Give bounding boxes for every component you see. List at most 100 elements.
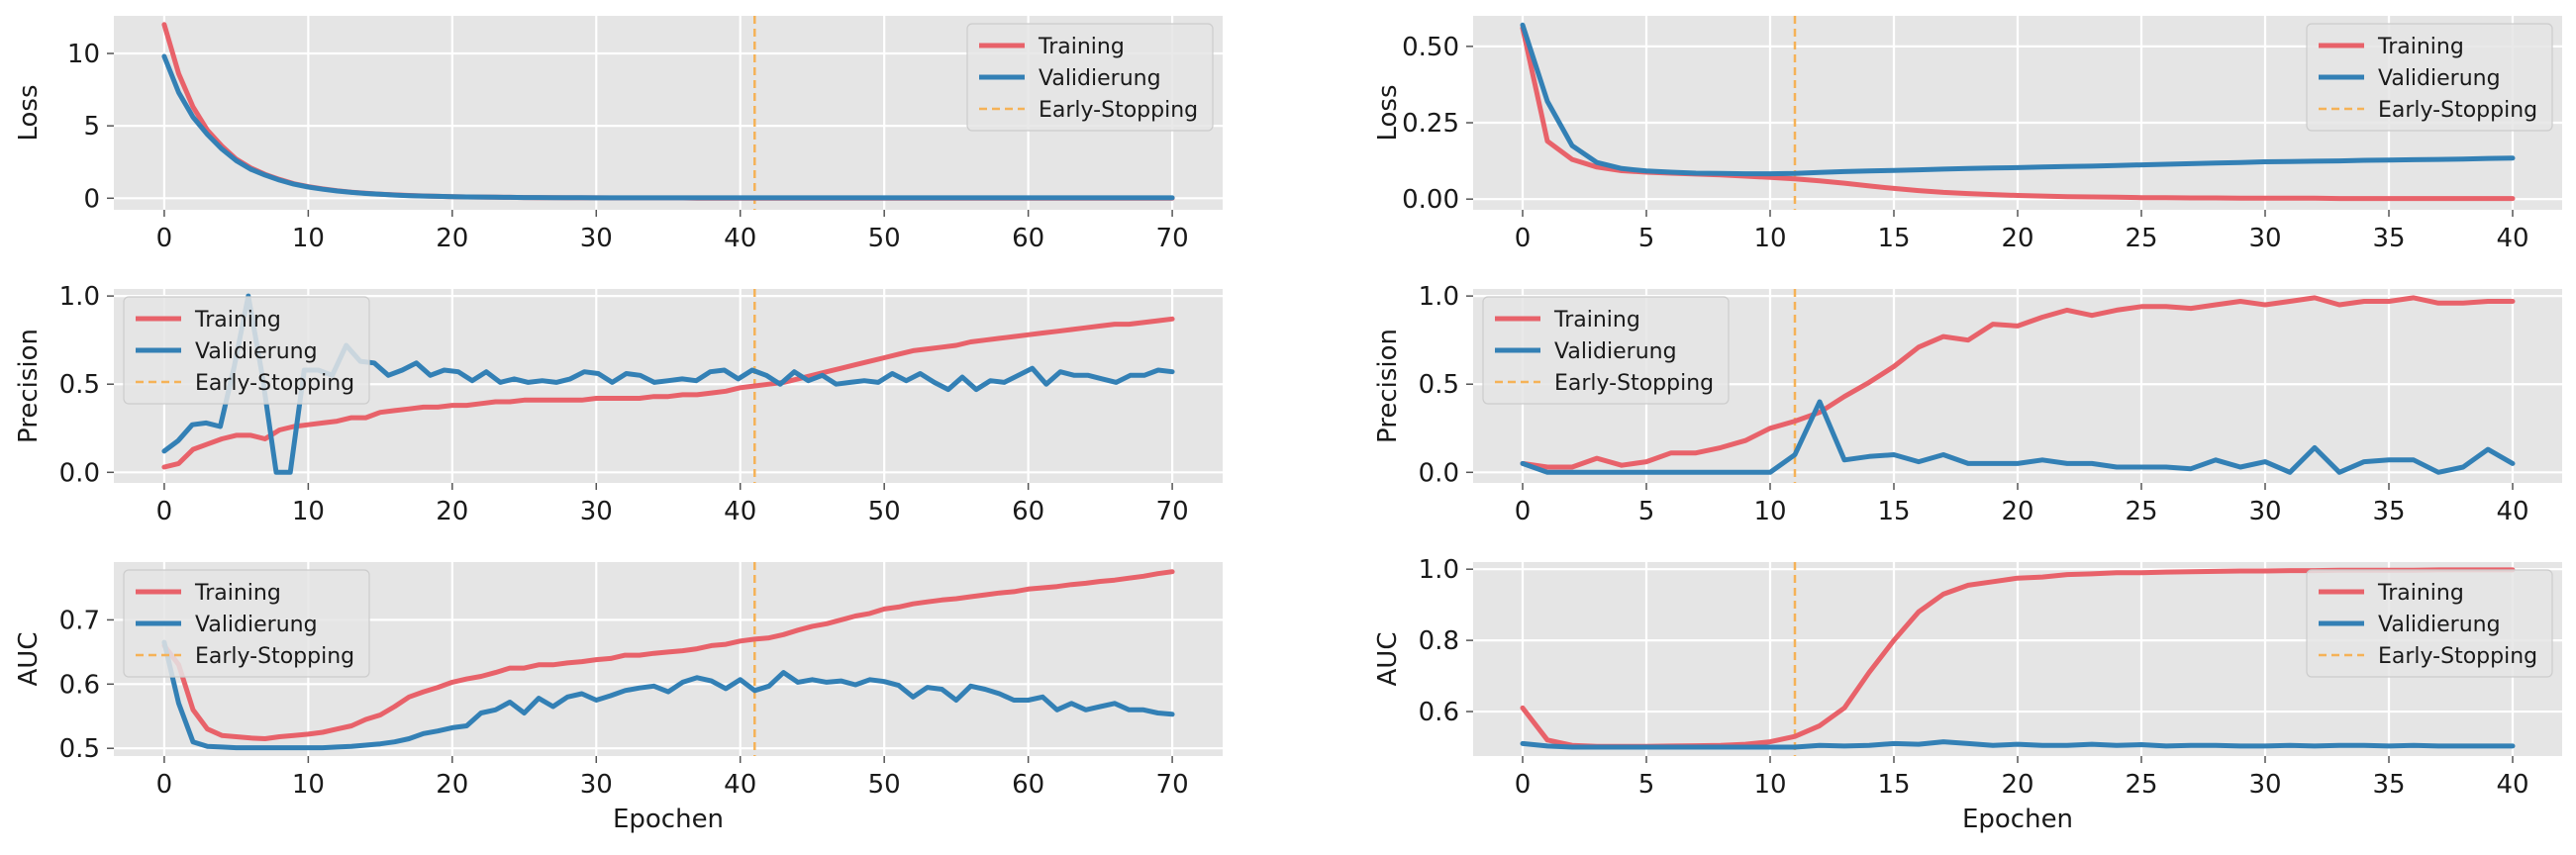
chart-1-legend-label-early_stopping: Early-Stopping (2378, 98, 2537, 123)
chart-1-x-tick-label-0: 0 (1515, 224, 1532, 253)
chart-3-legend-box (1482, 296, 1730, 405)
chart-0-legend-label-validation: Validierung (1039, 66, 1161, 91)
chart-3-x-tick-label-4: 20 (2001, 497, 2033, 526)
chart-5-x-tick-label-7: 35 (2372, 770, 2405, 800)
chart-0: 0 10 20 30 40 50 60 70 0 5 10 Loss Training Validieru… (14, 16, 1223, 253)
chart-2-legend-label-validation: Validierung (195, 339, 318, 364)
chart-3-x-tick-label-6: 30 (2248, 497, 2281, 526)
chart-0-x-tick-label-6: 60 (1012, 224, 1044, 253)
chart-0-y-tick-label-0: 0 (83, 184, 100, 214)
chart-5-y-tick-label-0: 0.6 (1419, 698, 1459, 727)
chart-3-x-tick-label-1: 5 (1638, 497, 1655, 526)
chart-0-validation-line (161, 53, 1175, 201)
chart-1-x-tick-label-8: 40 (2496, 224, 2528, 253)
chart-2-x-tick-label-3: 30 (580, 497, 613, 526)
chart-4-x-tick-label-3: 30 (580, 770, 613, 800)
chart-3-legend-label-training: Training (1553, 308, 1640, 332)
chart-0-x-tick-label-5: 50 (868, 224, 901, 253)
chart-2-y-tick-label-1: 0.5 (59, 370, 100, 400)
chart-2-y-tick-label-0: 0.0 (59, 458, 100, 488)
chart-4-x-tick-label-6: 60 (1012, 770, 1044, 800)
chart-5-legend-label-validation: Validierung (2378, 613, 2501, 637)
chart-3-legend: Training Validierung Early-Stopping (1482, 296, 1730, 405)
chart-0-legend: Training Validierung Early-Stopping (966, 23, 1214, 132)
chart-0-y-axis-label: Loss (14, 84, 44, 141)
chart-5-x-tick-label-4: 20 (2001, 770, 2033, 800)
chart-4-legend-box (123, 569, 370, 678)
chart-5-x-tick-label-2: 10 (1753, 770, 1786, 800)
chart-5-x-axis-label: Epochen (1962, 805, 2073, 834)
chart-1-x-tick-label-7: 35 (2372, 224, 2405, 253)
chart-1-validation-line (1520, 22, 2516, 177)
chart-3-x-tick-label-2: 10 (1753, 497, 1786, 526)
chart-3-x-tick-label-5: 25 (2125, 497, 2157, 526)
chart-4-x-tick-label-7: 70 (1156, 770, 1189, 800)
chart-5-x-tick-label-5: 25 (2125, 770, 2157, 800)
chart-4-legend: Training Validierung Early-Stopping (123, 569, 370, 678)
chart-5-y-tick-label-1: 0.8 (1419, 626, 1459, 656)
chart-4: 0 10 20 30 40 50 60 70 0.5 0.6 0.7 AUC Epochen Traini… (14, 562, 1223, 834)
chart-2-legend: Training Validierung Early-Stopping (123, 296, 370, 405)
chart-3-x-tick-label-0: 0 (1515, 497, 1532, 526)
chart-5-x-tick-label-1: 5 (1638, 770, 1655, 800)
chart-0-x-tick-label-4: 40 (724, 224, 756, 253)
chart-0-legend-label-training: Training (1038, 35, 1125, 59)
chart-3-y-tick-label-0: 0.0 (1419, 458, 1459, 488)
chart-5-legend-label-training: Training (2377, 581, 2464, 606)
chart-0-x-tick-label-7: 70 (1156, 224, 1189, 253)
chart-4-x-axis-label: Epochen (613, 805, 724, 834)
chart-0-legend-box (966, 23, 1214, 132)
chart-2-x-tick-label-0: 0 (156, 497, 173, 526)
chart-4-legend-label-training: Training (194, 581, 281, 606)
chart-2: 0 10 20 30 40 50 60 70 0.0 0.5 1.0 Precision Trainin… (14, 282, 1223, 526)
chart-5-legend-label-early_stopping: Early-Stopping (2378, 644, 2537, 669)
chart-1-legend: Training Validierung Early-Stopping (2306, 23, 2553, 132)
chart-5: 0 5 10 15 20 25 30 35 40 0.6 0.8 1.0 AUC Epochen Train… (1373, 555, 2562, 834)
chart-1-y-axis-label: Loss (1373, 84, 1403, 141)
chart-4-y-tick-label-2: 0.7 (59, 606, 100, 635)
chart-1-y-tick-label-0: 0.00 (1402, 185, 1459, 215)
chart-5-x-tick-label-3: 15 (1877, 770, 1910, 800)
chart-0-x-tick-label-3: 30 (580, 224, 613, 253)
chart-2-x-tick-label-2: 20 (436, 497, 468, 526)
chart-2-x-tick-label-4: 40 (724, 497, 756, 526)
chart-4-x-tick-label-0: 0 (156, 770, 173, 800)
chart-1-x-tick-label-4: 20 (2001, 224, 2033, 253)
chart-5-y-tick-label-2: 1.0 (1419, 555, 1459, 585)
chart-3-x-tick-label-7: 35 (2372, 497, 2405, 526)
chart-1-y-tick-label-2: 0.50 (1402, 33, 1459, 62)
chart-3-legend-label-validation: Validierung (1554, 339, 1677, 364)
chart-1-x-tick-label-2: 10 (1753, 224, 1786, 253)
chart-2-legend-label-training: Training (194, 308, 281, 332)
chart-5-legend: Training Validierung Early-Stopping (2306, 569, 2553, 678)
chart-3-x-tick-label-3: 15 (1877, 497, 1910, 526)
chart-1: 0 5 10 15 20 25 30 35 40 0.00 0.25 0.50 Loss Training… (1373, 16, 2562, 253)
chart-3-legend-label-early_stopping: Early-Stopping (1554, 371, 1714, 396)
chart-4-training-line (161, 569, 1175, 741)
chart-4-y-axis-label: AUC (14, 632, 44, 687)
chart-5-y-axis-label: AUC (1373, 632, 1403, 687)
chart-5-legend-box (2306, 569, 2553, 678)
chart-3-x-tick-label-8: 40 (2496, 497, 2528, 526)
chart-3-y-tick-label-2: 1.0 (1419, 282, 1459, 312)
chart-5-x-tick-label-6: 30 (2248, 770, 2281, 800)
chart-2-legend-box (123, 296, 370, 405)
chart-4-x-tick-label-1: 10 (292, 770, 325, 800)
chart-0-legend-label-early_stopping: Early-Stopping (1039, 98, 1198, 123)
chart-4-x-tick-label-2: 20 (436, 770, 468, 800)
chart-1-legend-box (2306, 23, 2553, 132)
chart-1-legend-label-validation: Validierung (2378, 66, 2501, 91)
chart-4-legend-label-validation: Validierung (195, 613, 318, 637)
chart-3-y-tick-label-1: 0.5 (1419, 370, 1459, 400)
chart-3-validation-line (1520, 399, 2516, 475)
chart-0-x-tick-label-1: 10 (292, 224, 325, 253)
chart-1-x-tick-label-1: 5 (1638, 224, 1655, 253)
chart-5-validation-line (1520, 739, 2516, 750)
chart-3-training-line (1520, 295, 2516, 470)
chart-2-legend-label-early_stopping: Early-Stopping (195, 371, 354, 396)
chart-0-x-tick-label-0: 0 (156, 224, 173, 253)
chart-1-legend-label-training: Training (2377, 35, 2464, 59)
chart-0-x-tick-label-2: 20 (436, 224, 468, 253)
chart-3: 0 5 10 15 20 25 30 35 40 0.0 0.5 1.0 Precision Traini… (1373, 282, 2562, 526)
